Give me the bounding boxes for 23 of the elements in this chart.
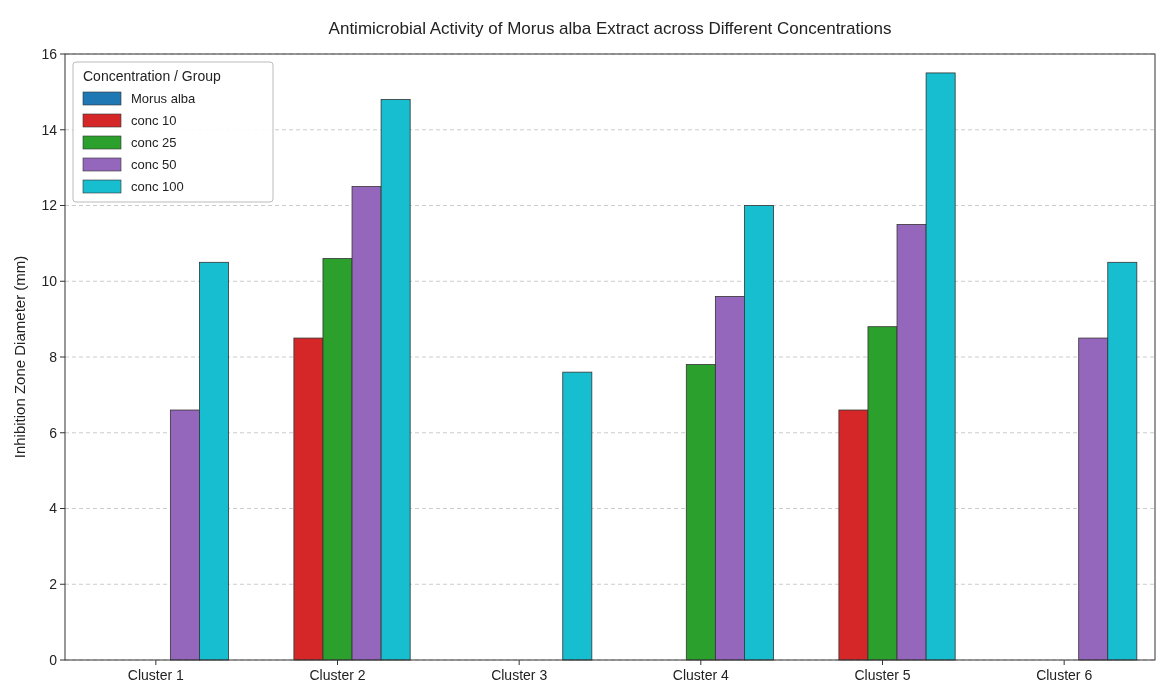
x-tick-label: Cluster 5	[854, 667, 911, 683]
x-tick-label: Cluster 6	[1036, 667, 1093, 683]
legend-label: conc 10	[131, 113, 177, 128]
x-tick-label: Cluster 3	[491, 667, 548, 683]
y-tick-label: 14	[41, 121, 58, 138]
y-tick-label: 6	[49, 424, 58, 441]
y-tick-label: 8	[49, 348, 58, 365]
legend-label: Morus alba	[131, 91, 197, 106]
y-tick-label: 12	[41, 197, 58, 214]
legend-label: conc 50	[131, 157, 177, 172]
y-tick-label: 4	[49, 500, 58, 517]
x-tick-label: Cluster 4	[672, 667, 730, 683]
y-axis-title: Inhibition Zone Diameter (mm)	[11, 255, 28, 459]
x-tick-label: Cluster 1	[127, 667, 185, 683]
legend-label: conc 100	[131, 179, 184, 194]
y-tick-label: 16	[41, 45, 58, 62]
legend-label: conc 25	[131, 135, 177, 150]
legend-title: Concentration / Group	[83, 68, 221, 84]
y-tick-label: 2	[49, 576, 58, 593]
y-tick-label: 10	[41, 273, 58, 290]
x-tick-label: Cluster 2	[309, 667, 366, 683]
y-tick-label: 0	[49, 651, 58, 668]
chart-title: Antimicrobial Activity of Morus alba Extract across Different Concentrations	[328, 19, 892, 38]
